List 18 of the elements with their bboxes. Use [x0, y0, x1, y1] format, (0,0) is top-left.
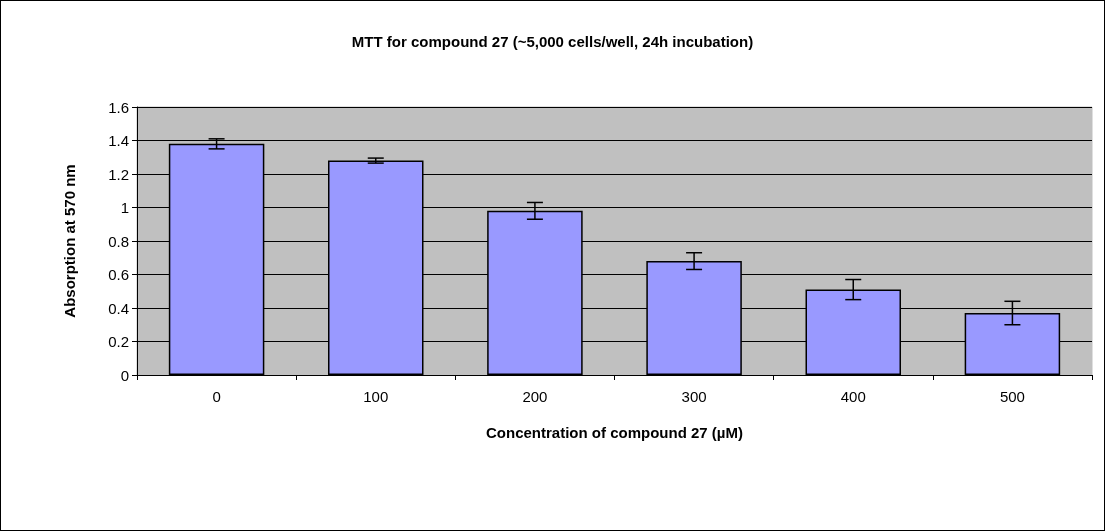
y-tick-label: 0.6	[108, 266, 129, 283]
x-axis-title: Concentration of compound 27 (µM)	[486, 424, 743, 441]
y-axis-title: Absorption at 570 nm	[61, 164, 78, 318]
y-tick-label: 0.2	[108, 333, 129, 350]
y-tick-label: 1.2	[108, 165, 129, 183]
x-tick-label: 0	[212, 388, 221, 405]
chart-title: MTT for compound 27 (~5,000 cells/well, 24h incubation)	[351, 33, 754, 50]
y-tick-label: 1.6	[108, 98, 129, 116]
y-tick-label: 1	[120, 199, 129, 216]
x-tick-label: 300	[681, 388, 707, 405]
y-tick-label: 0.4	[108, 299, 129, 317]
x-tick-label: 400	[840, 388, 866, 405]
x-tick-label: 200	[522, 388, 548, 405]
y-tick-label: 0.8	[108, 232, 129, 250]
y-tick-label: 0	[120, 366, 129, 384]
y-tick-label: 1.4	[108, 132, 129, 149]
x-tick-label: 500	[999, 388, 1025, 405]
x-tick-label: 100	[363, 388, 389, 405]
